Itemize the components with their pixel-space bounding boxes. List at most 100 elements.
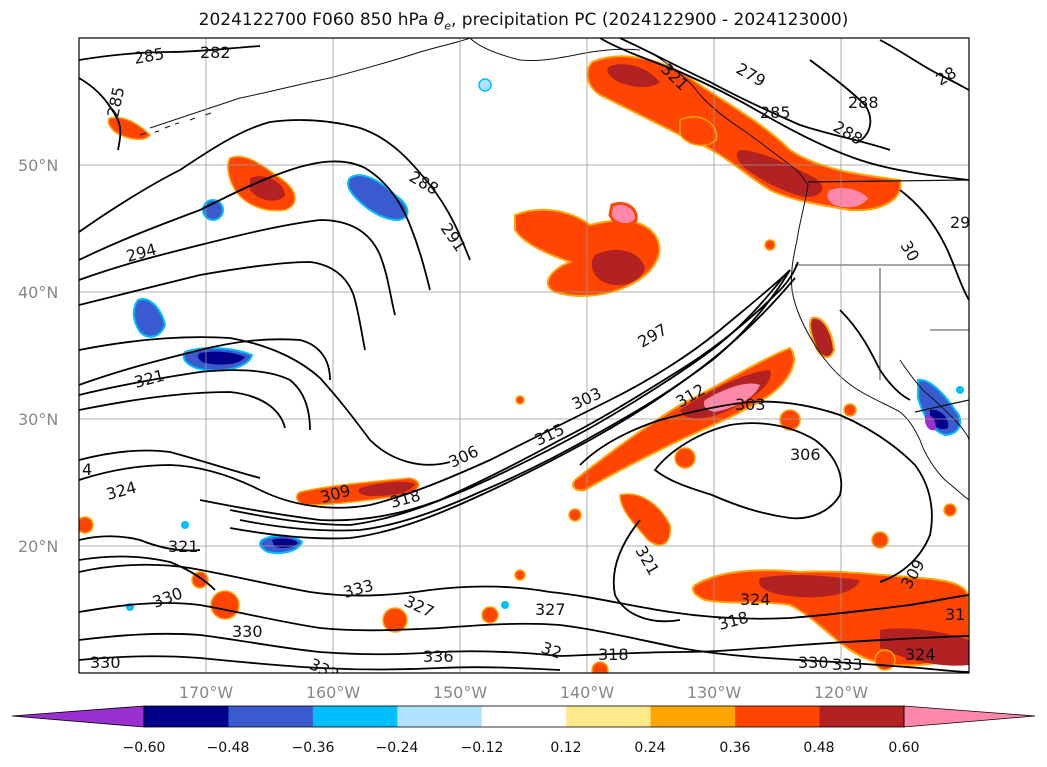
title-variable: θ — [433, 10, 445, 30]
lon-label: 130°W — [687, 683, 742, 702]
precip-region-coast — [679, 116, 718, 147]
colorbar-segments — [144, 706, 905, 727]
contour-label: 324 — [905, 645, 936, 664]
precip-cell — [843, 403, 857, 417]
contour-label: 318 — [598, 645, 629, 664]
colorbar-segment — [481, 706, 567, 727]
contour-line — [229, 277, 796, 540]
precip-peak-ar — [703, 383, 760, 412]
colorbar-tick: −0.48 — [207, 740, 250, 756]
contour-line — [579, 400, 933, 583]
contour-line — [79, 391, 286, 429]
precip-core-pnw — [736, 150, 823, 197]
contour-line — [79, 338, 331, 386]
precip-cell — [568, 508, 582, 522]
coastline-bc — [649, 51, 809, 186]
contour-line — [809, 59, 872, 143]
colorbar-max-arrow — [903, 705, 1036, 728]
precip-neg-region-west — [132, 298, 167, 338]
graticule — [79, 38, 969, 673]
contour-line — [653, 422, 843, 520]
longitude-labels: 170°W 160°W 150°W 140°W 130°W 120°W — [179, 683, 869, 702]
lat-label: 30°N — [18, 410, 58, 429]
colorbar-tick: −0.60 — [123, 740, 166, 756]
colorbar-tick: −0.36 — [292, 740, 335, 756]
contour-line — [229, 274, 786, 526]
title-level: 850 hPa — [359, 10, 429, 30]
precip-region-ar-south — [619, 493, 671, 546]
contour-label: 327 — [535, 600, 566, 619]
colorbar-segment — [144, 706, 229, 727]
contour-label: 306 — [790, 445, 821, 464]
precip-cell — [514, 569, 526, 581]
contour-label: 333 — [832, 655, 863, 674]
contour-line — [612, 519, 681, 623]
contour-line — [79, 77, 122, 151]
theta-e-contours — [79, 38, 969, 673]
precip-neg-cell — [501, 601, 509, 609]
precip-cell — [674, 447, 696, 469]
contour-line — [199, 261, 799, 522]
precip-region-pnw — [586, 55, 902, 212]
precip-core-bc — [607, 64, 660, 88]
contour-line — [79, 269, 791, 509]
precip-neg-core-35n — [197, 351, 245, 365]
colorbar-tick: 0.24 — [634, 740, 665, 756]
contour-line — [879, 39, 969, 91]
colorbar-tick: −0.24 — [376, 740, 419, 756]
lon-label: 160°W — [306, 683, 361, 702]
precip-neg-cell — [202, 199, 224, 221]
precip-cell — [764, 239, 776, 251]
contour-line — [79, 219, 396, 316]
contour-line — [79, 449, 261, 479]
precip-cell — [874, 649, 896, 671]
contour-line — [79, 535, 201, 552]
title-run: 2024122700 — [198, 10, 307, 30]
precip-peak-goa — [608, 202, 638, 227]
precip-cell — [779, 409, 801, 431]
contour-label: 303 — [735, 395, 766, 414]
colorbar-tick: −0.12 — [461, 740, 504, 756]
colorbar-segment — [735, 706, 821, 727]
precip-cell — [871, 531, 889, 549]
colorbar-tick: 0.60 — [888, 740, 919, 756]
contour-line — [79, 369, 311, 431]
precip-cell — [515, 395, 525, 405]
contour-line — [79, 655, 561, 671]
colorbar-segment — [566, 706, 652, 727]
title-variable-subscript: e — [444, 19, 451, 33]
contour-line — [599, 38, 969, 181]
contour-line — [79, 632, 561, 657]
precip-neg-cell — [478, 78, 492, 92]
contour-label: 282 — [200, 43, 231, 62]
contour-line — [79, 563, 551, 597]
precip-neg-cell — [956, 386, 964, 394]
coastline-washington — [791, 184, 921, 441]
contour-label: 4 — [82, 460, 92, 479]
contour-label: 330 — [232, 622, 263, 641]
coastline-baja — [919, 439, 969, 501]
contour-line — [79, 336, 451, 466]
colorbar-segment — [819, 706, 905, 727]
precip-peak-pnw — [827, 187, 868, 208]
lat-label: 50°N — [18, 156, 58, 175]
map-panel: 285 282 285 288 291 294 297 303 306 309 … — [79, 38, 969, 674]
contour-line — [79, 261, 366, 351]
precip-neg-region-aleutian — [347, 174, 409, 222]
precip-cell — [943, 503, 957, 517]
precip-region-california — [808, 316, 836, 359]
contour-label: 330 — [798, 653, 829, 672]
colorbar-min-arrow — [11, 705, 145, 728]
coastlines — [139, 38, 969, 501]
precip-core-subtropical — [759, 574, 860, 598]
contour-label: 324 — [740, 590, 771, 609]
map-frame — [78, 37, 970, 674]
colorbar-segment — [650, 706, 736, 727]
contour-line — [79, 602, 561, 632]
latitude-labels: 50°N 40°N 30°N 20°N — [18, 156, 58, 556]
colorbar-segment — [312, 706, 398, 727]
contour-line — [79, 45, 261, 61]
contour-line — [79, 160, 431, 291]
contour-label: 288 — [848, 93, 879, 112]
